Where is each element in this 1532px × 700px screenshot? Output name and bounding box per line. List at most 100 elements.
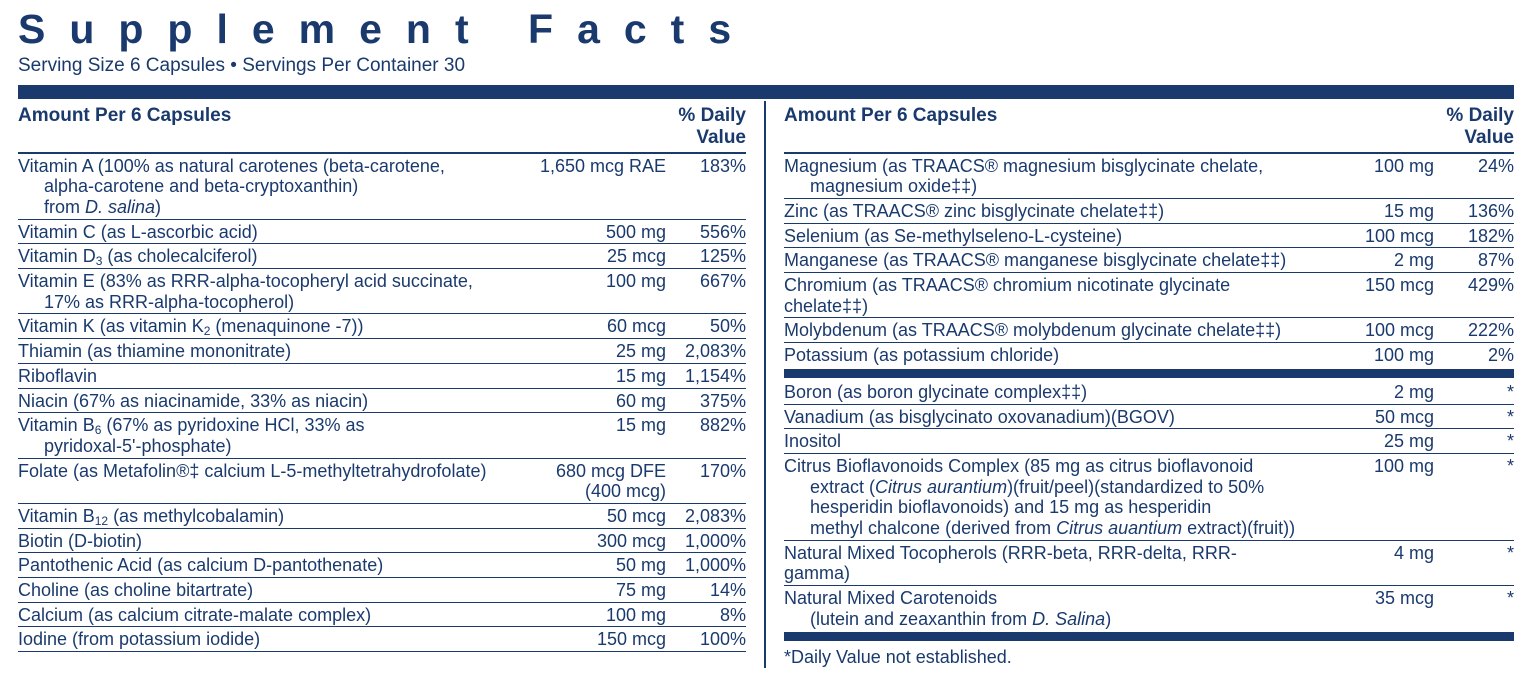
nutrient-name: Folate (as Metafolin®‡ calcium L-5-methy… bbox=[18, 461, 536, 482]
nutrient-dv: 1,154% bbox=[666, 366, 746, 387]
nutrient-row: Pantothenic Acid (as calcium D-pantothen… bbox=[18, 553, 746, 578]
right-rows-top: Magnesium (as TRAACS® magnesium bisglyci… bbox=[784, 154, 1514, 367]
nutrient-amount: 680 mcg DFE(400 mcg) bbox=[536, 461, 666, 502]
nutrient-row: Iodine (from potassium iodide)150 mcg100… bbox=[18, 627, 746, 652]
nutrient-name: Vitamin E (83% as RRR-alpha-tocopheryl a… bbox=[18, 271, 536, 312]
nutrient-dv: 100% bbox=[666, 629, 746, 650]
nutrient-amount: 100 mcg bbox=[1304, 320, 1434, 341]
nutrient-row: Magnesium (as TRAACS® magnesium bisglyci… bbox=[784, 154, 1514, 199]
nutrient-name: Vitamin C (as L-ascorbic acid) bbox=[18, 222, 536, 243]
nutrient-row: Folate (as Metafolin®‡ calcium L-5-methy… bbox=[18, 459, 746, 504]
nutrient-row: Vitamin A (100% as natural carotenes (be… bbox=[18, 154, 746, 220]
nutrient-row: Vitamin C (as L-ascorbic acid)500 mg556% bbox=[18, 220, 746, 245]
nutrient-row: Vanadium (as bisglycinato oxovanadium)(B… bbox=[784, 405, 1514, 430]
nutrient-dv: 2,083% bbox=[666, 341, 746, 362]
nutrient-name: Iodine (from potassium iodide) bbox=[18, 629, 536, 650]
nutrient-amount: 2 mg bbox=[1304, 382, 1434, 403]
nutrient-name: Boron (as boron glycinate complex‡‡) bbox=[784, 382, 1304, 403]
nutrient-amount: 15 mg bbox=[536, 366, 666, 387]
nutrient-row: Inositol25 mg* bbox=[784, 429, 1514, 454]
right-column: Amount Per 6 Capsules % Daily Value Magn… bbox=[766, 101, 1514, 668]
nutrient-amount: 15 mg bbox=[1304, 201, 1434, 222]
nutrient-amount: 100 mg bbox=[1304, 456, 1434, 477]
nutrient-row: Potassium (as potassium chloride)100 mg2… bbox=[784, 343, 1514, 367]
nutrient-amount: 4 mg bbox=[1304, 543, 1434, 564]
nutrient-dv: * bbox=[1434, 382, 1514, 403]
nutrient-amount: 100 mcg bbox=[1304, 226, 1434, 247]
header-name: Amount Per 6 Capsules bbox=[784, 105, 1434, 149]
nutrient-dv: 2,083% bbox=[666, 506, 746, 527]
nutrient-amount: 25 mg bbox=[1304, 431, 1434, 452]
nutrient-row: Citrus Bioflavonoids Complex (85 mg as c… bbox=[784, 454, 1514, 541]
nutrient-name: Natural Mixed Carotenoids(lutein and zea… bbox=[784, 588, 1304, 629]
right-rows-bottom: Boron (as boron glycinate complex‡‡)2 mg… bbox=[784, 380, 1514, 631]
facts-columns: Amount Per 6 Capsules % Daily Value Vita… bbox=[18, 101, 1514, 668]
nutrient-row: Vitamin K (as vitamin K2 (menaquinone -7… bbox=[18, 314, 746, 339]
nutrient-name: Biotin (D-biotin) bbox=[18, 531, 536, 552]
nutrient-row: Calcium (as calcium citrate-malate compl… bbox=[18, 603, 746, 628]
nutrient-name: Calcium (as calcium citrate-malate compl… bbox=[18, 605, 536, 626]
nutrient-dv: 24% bbox=[1434, 156, 1514, 177]
nutrient-amount: 60 mg bbox=[536, 391, 666, 412]
nutrient-amount: 75 mg bbox=[536, 580, 666, 601]
section-bar bbox=[784, 632, 1514, 641]
nutrient-row: Biotin (D-biotin)300 mcg1,000% bbox=[18, 529, 746, 554]
nutrient-name: Pantothenic Acid (as calcium D-pantothen… bbox=[18, 555, 536, 576]
nutrient-amount: 60 mcg bbox=[536, 316, 666, 337]
nutrient-dv: 170% bbox=[666, 461, 746, 482]
nutrient-amount: 25 mcg bbox=[536, 246, 666, 267]
nutrient-row: Vitamin B12 (as methylcobalamin)50 mcg2,… bbox=[18, 504, 746, 529]
nutrient-row: Vitamin D3 (as cholecalciferol)25 mcg125… bbox=[18, 244, 746, 269]
nutrient-dv: 136% bbox=[1434, 201, 1514, 222]
nutrient-name: Vitamin K (as vitamin K2 (menaquinone -7… bbox=[18, 316, 536, 337]
nutrient-amount: 25 mg bbox=[536, 341, 666, 362]
nutrient-row: Thiamin (as thiamine mononitrate)25 mg2,… bbox=[18, 339, 746, 364]
nutrient-row: Selenium (as Se-methylseleno-L-cysteine)… bbox=[784, 224, 1514, 249]
nutrient-name: Potassium (as potassium chloride) bbox=[784, 345, 1304, 366]
nutrient-row: Natural Mixed Carotenoids(lutein and zea… bbox=[784, 586, 1514, 630]
header-dv: % Daily Value bbox=[666, 105, 746, 149]
footnote: *Daily Value not established. bbox=[784, 643, 1514, 668]
nutrient-dv: 667% bbox=[666, 271, 746, 292]
header-dv: % Daily Value bbox=[1434, 105, 1514, 149]
nutrient-dv: 125% bbox=[666, 246, 746, 267]
top-bar bbox=[18, 85, 1514, 99]
nutrient-row: Boron (as boron glycinate complex‡‡)2 mg… bbox=[784, 380, 1514, 405]
nutrient-row: Riboflavin15 mg1,154% bbox=[18, 364, 746, 389]
nutrient-name: Vitamin A (100% as natural carotenes (be… bbox=[18, 156, 536, 218]
nutrient-dv: 882% bbox=[666, 415, 746, 436]
column-header: Amount Per 6 Capsules % Daily Value bbox=[18, 101, 746, 154]
nutrient-amount: 50 mcg bbox=[1304, 407, 1434, 428]
nutrient-name: Vitamin D3 (as cholecalciferol) bbox=[18, 246, 536, 267]
nutrient-row: Natural Mixed Tocopherols (RRR-beta, RRR… bbox=[784, 541, 1514, 586]
nutrient-amount: 35 mcg bbox=[1304, 588, 1434, 609]
nutrient-dv: * bbox=[1434, 407, 1514, 428]
left-column: Amount Per 6 Capsules % Daily Value Vita… bbox=[18, 101, 766, 668]
nutrient-dv: 183% bbox=[666, 156, 746, 177]
nutrient-name: Chromium (as TRAACS® chromium nicotinate… bbox=[784, 275, 1304, 316]
nutrient-dv: 1,000% bbox=[666, 555, 746, 576]
nutrient-dv: 556% bbox=[666, 222, 746, 243]
nutrient-dv: * bbox=[1434, 588, 1514, 609]
nutrient-row: Manganese (as TRAACS® manganese bisglyci… bbox=[784, 248, 1514, 273]
header-name: Amount Per 6 Capsules bbox=[18, 105, 666, 149]
nutrient-name: Vitamin B6 (67% as pyridoxine HCl, 33% a… bbox=[18, 415, 536, 456]
nutrient-dv: 375% bbox=[666, 391, 746, 412]
left-rows: Vitamin A (100% as natural carotenes (be… bbox=[18, 154, 746, 652]
nutrient-name: Citrus Bioflavonoids Complex (85 mg as c… bbox=[784, 456, 1304, 539]
nutrient-dv: 14% bbox=[666, 580, 746, 601]
nutrient-row: Vitamin B6 (67% as pyridoxine HCl, 33% a… bbox=[18, 413, 746, 458]
nutrient-dv: 429% bbox=[1434, 275, 1514, 296]
nutrient-row: Chromium (as TRAACS® chromium nicotinate… bbox=[784, 273, 1514, 318]
nutrient-amount: 100 mg bbox=[536, 605, 666, 626]
nutrient-dv: 1,000% bbox=[666, 531, 746, 552]
nutrient-dv: 182% bbox=[1434, 226, 1514, 247]
nutrient-name: Vanadium (as bisglycinato oxovanadium)(B… bbox=[784, 407, 1304, 428]
nutrient-amount: 100 mg bbox=[1304, 156, 1434, 177]
nutrient-dv: * bbox=[1434, 431, 1514, 452]
nutrient-row: Molybdenum (as TRAACS® molybdenum glycin… bbox=[784, 318, 1514, 343]
nutrient-name: Niacin (67% as niacinamide, 33% as niaci… bbox=[18, 391, 536, 412]
nutrient-row: Niacin (67% as niacinamide, 33% as niaci… bbox=[18, 389, 746, 414]
nutrient-amount: 100 mg bbox=[1304, 345, 1434, 366]
nutrient-name: Vitamin B12 (as methylcobalamin) bbox=[18, 506, 536, 527]
